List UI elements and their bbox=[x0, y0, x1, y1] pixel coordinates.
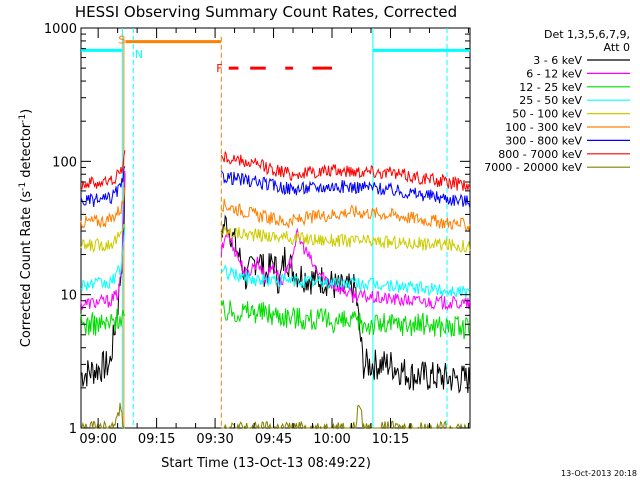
y-axis-label-end: ) bbox=[19, 109, 34, 114]
chart-title: HESSI Observing Summary Count Rates, Cor… bbox=[75, 3, 457, 21]
y-axis-label-mid: detector bbox=[19, 122, 34, 182]
x-tick-label: 09:00 bbox=[79, 432, 116, 447]
x-tick-label: 09:30 bbox=[196, 432, 233, 447]
y-axis-label-sup1: -1 bbox=[18, 182, 28, 191]
x-tick-label: 10:00 bbox=[313, 432, 350, 447]
legend-label: 12 - 25 keV bbox=[519, 81, 582, 94]
series-line bbox=[80, 166, 471, 208]
legend-label: 300 - 800 keV bbox=[505, 134, 582, 147]
series-line bbox=[80, 300, 471, 340]
legend-label: 7000 - 20000 keV bbox=[484, 161, 582, 174]
y-tick-label: 100 bbox=[52, 155, 77, 170]
flare-label: F bbox=[216, 62, 222, 75]
series-layer bbox=[80, 150, 471, 430]
y-axis-label-main: Corrected Count Rate (s bbox=[19, 191, 34, 348]
y-axis-label: Corrected Count Rate (s-1 detector-1) bbox=[18, 109, 34, 347]
x-tick-label: 09:45 bbox=[255, 432, 292, 447]
series-line bbox=[80, 224, 471, 254]
series-line bbox=[80, 150, 471, 192]
y-tick-label: 1000 bbox=[44, 22, 77, 37]
legend-label: 25 - 50 keV bbox=[519, 94, 582, 107]
footer-timestamp: 13-Oct-2013 20:18 bbox=[561, 469, 637, 478]
legend-header-line-1: Det 1,3,5,6,7,9, bbox=[544, 28, 630, 41]
night-label: N bbox=[135, 48, 143, 61]
y-tick-label: 1 bbox=[69, 422, 77, 437]
legend-label: 3 - 6 keV bbox=[533, 54, 582, 67]
series-line bbox=[80, 224, 471, 299]
x-axis-label: Start Time (13-Oct-13 08:49:22) bbox=[161, 456, 371, 471]
x-tick-label: 10:15 bbox=[372, 432, 409, 447]
legend-label: 6 - 12 keV bbox=[526, 67, 582, 80]
saa-label: S bbox=[118, 33, 125, 46]
series-line bbox=[80, 170, 471, 311]
series-line bbox=[80, 402, 471, 430]
legend-label: 50 - 100 keV bbox=[512, 108, 582, 121]
legend-header-line-2: Att 0 bbox=[604, 41, 630, 54]
tick-layer: 1 10 100 1000 09:00 09:15 09:30 09:45 10:00 10:15 bbox=[44, 22, 470, 447]
y-tick-label: 10 bbox=[60, 289, 77, 304]
y-axis-label-sup2: -1 bbox=[18, 114, 28, 123]
legend-label: 800 - 7000 keV bbox=[498, 148, 582, 161]
series-line bbox=[80, 187, 471, 232]
x-tick-label: 09:15 bbox=[138, 432, 175, 447]
legend-label: 100 - 300 keV bbox=[505, 121, 582, 134]
